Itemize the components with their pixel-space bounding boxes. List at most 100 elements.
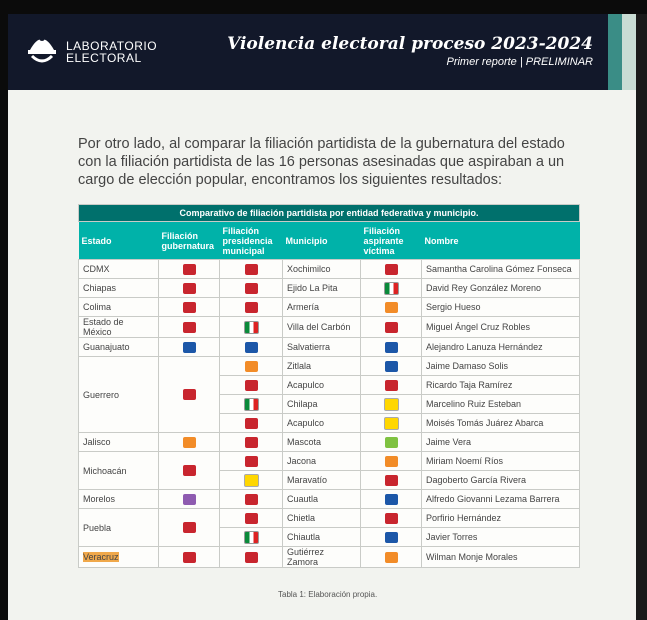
mc-party-icon: [384, 455, 398, 467]
nombre-cell: Sergio Hueso: [421, 297, 580, 317]
accent-stripe: [622, 14, 636, 90]
pan-party-icon: [182, 341, 196, 353]
gubernatura-cell: [158, 278, 220, 298]
table-row: Morelos Cuautla Alfredo Giovanni Lezama Ba…: [78, 489, 580, 509]
table-row: Jalisco Mascota Jaime Vera: [78, 432, 580, 452]
gubernatura-cell: [158, 451, 220, 490]
nombre-cell: Dagoberto García Rivera: [421, 470, 580, 490]
presidencia-cell: [219, 546, 283, 568]
table-row: Guanajuato Salvatierra Alejandro Lanuza He…: [78, 337, 580, 357]
morena-party-icon: [182, 522, 196, 534]
morena-party-icon: [384, 263, 398, 275]
table-row: Colima Armería Sergio Hueso: [78, 297, 580, 317]
comparison-table: Comparativo de filiación partidista por …: [78, 204, 580, 568]
nombre-cell: Javier Torres: [421, 527, 580, 547]
nombre-cell: Marcelino Ruiz Esteban: [421, 394, 580, 414]
morena-party-icon: [182, 263, 196, 275]
aspirante-cell: [360, 375, 422, 395]
table-row: Estado de México Villa del Carbón Miguel Á…: [78, 316, 580, 338]
nombre-cell: Porfirio Hernández: [421, 508, 580, 528]
nombre-cell: Jaime Damaso Solis: [421, 356, 580, 376]
col-header-gubernatura: Filiación gubernatura: [158, 221, 220, 260]
presidencia-cell: [219, 508, 283, 528]
municipio-cell: Chilapa: [282, 394, 361, 414]
morena-party-icon: [244, 301, 258, 313]
morena-party-icon: [244, 379, 258, 391]
presidencia-cell: [219, 337, 283, 357]
logo-line1: LABORATORIO: [66, 39, 158, 53]
prd-party-icon: [383, 416, 399, 430]
table-row: Guerrero Zitlala Jaime Damaso Solis: [78, 356, 580, 433]
gubernatura-cell: [158, 489, 220, 509]
table-row: CDMX Xochimilco Samantha Carolina Gómez Fo…: [78, 259, 580, 279]
mc-party-icon: [384, 301, 398, 313]
gubernatura-cell: [158, 356, 220, 433]
aspirante-cell: [360, 259, 422, 279]
table-row: Veracruz Gutiérrez Zamora Wilman Monje Mor…: [78, 546, 580, 568]
presidencia-cell: [219, 259, 283, 279]
estado-cell: Guanajuato: [78, 337, 159, 357]
municipio-cell: Chiautla: [282, 527, 361, 547]
presidencia-cell: [219, 489, 283, 509]
presidencia-cell: [219, 451, 283, 471]
estado-cell: Colima: [78, 297, 159, 317]
pri-party-icon: [243, 397, 259, 411]
presidencia-cell: [219, 470, 283, 490]
morena-party-icon: [384, 512, 398, 524]
nombre-cell: Samantha Carolina Gómez Fonseca: [421, 259, 580, 279]
municipio-cell: Ejido La Pita: [282, 278, 361, 298]
highlighted-text: Veracruz: [83, 552, 119, 562]
municipio-cell: Maravatío: [282, 470, 361, 490]
presidencia-cell: [219, 375, 283, 395]
aspirante-cell: [360, 470, 422, 490]
accent-stripe: [608, 14, 622, 90]
prd-party-icon: [383, 397, 399, 411]
aspirante-cell: [360, 413, 422, 433]
table-row: Acapulco Ricardo Taja Ramírez: [79, 375, 580, 395]
aspirante-cell: [360, 508, 422, 528]
aspirante-cell: [360, 356, 422, 376]
report-subtitle: Primer reporte | PRELIMINAR: [446, 56, 593, 68]
aspirante-cell: [360, 527, 422, 547]
gubernatura-cell: [158, 259, 220, 279]
municipio-cell: Cuautla: [282, 489, 361, 509]
col-header-aspirante: Filiación aspirante víctima: [360, 221, 422, 260]
morena-party-icon: [182, 389, 196, 401]
morena-party-icon: [244, 417, 258, 429]
nombre-cell: David Rey González Moreno: [421, 278, 580, 298]
aspirante-cell: [360, 337, 422, 357]
morena-party-icon: [244, 512, 258, 524]
municipio-cell: Zitlala: [282, 356, 361, 376]
col-header-presidencia: Filiación presidencia municipal: [219, 221, 283, 260]
presidencia-cell: [219, 356, 283, 376]
nombre-cell: Moisés Tomás Juárez Abarca: [421, 413, 580, 433]
morena-party-icon: [384, 379, 398, 391]
pan-party-icon: [384, 360, 398, 372]
presidencia-cell: [219, 278, 283, 298]
aspirante-cell: [360, 432, 422, 452]
aspirante-cell: [360, 278, 422, 298]
pes-party-icon: [182, 493, 196, 505]
estado-cell: Puebla: [78, 508, 159, 547]
logo-line2: ELECTORAL: [66, 51, 142, 65]
table-row: Michoacán Jacona Miriam Noemí Ríos: [78, 451, 580, 490]
document-page: Por otro lado, al comparar la filiación …: [8, 90, 636, 620]
municipio-cell: Chietla: [282, 508, 361, 528]
mc-party-icon: [384, 551, 398, 563]
nombre-cell: Alfredo Giovanni Lezama Barrera: [421, 489, 580, 509]
nombre-cell: Ricardo Taja Ramírez: [421, 375, 580, 395]
aspirante-cell: [360, 297, 422, 317]
estado-cell: Michoacán: [78, 451, 159, 490]
morena-party-icon: [384, 321, 398, 333]
table-row: Acapulco Moisés Tomás Juárez Abarca: [79, 413, 580, 433]
estado-cell: Chiapas: [78, 278, 159, 298]
table-body: CDMX Xochimilco Samantha Carolina Gómez Fo…: [78, 259, 580, 568]
aspirante-cell: [360, 316, 422, 338]
pan-party-icon: [384, 493, 398, 505]
presidencia-cell: [219, 316, 283, 338]
mc-party-icon: [244, 360, 258, 372]
municipio-cell: Xochimilco: [282, 259, 361, 279]
nombre-cell: Miriam Noemí Ríos: [421, 451, 580, 471]
morena-party-icon: [182, 465, 196, 477]
presidencia-cell: [219, 432, 283, 452]
